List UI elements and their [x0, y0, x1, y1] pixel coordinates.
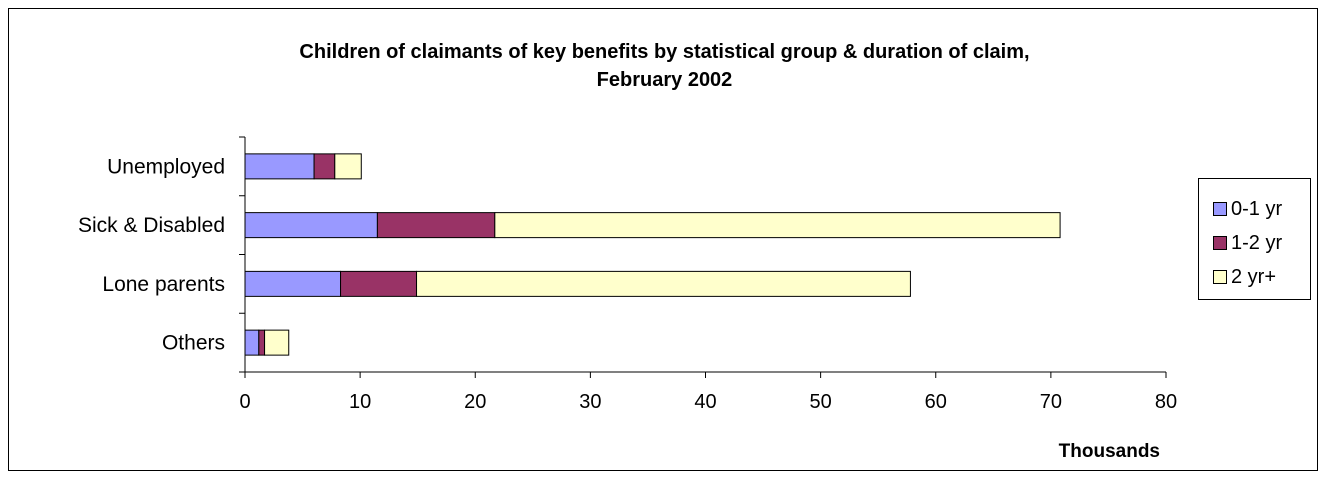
bar-segment: [244, 153, 315, 180]
legend: 0-1 yr 1-2 yr 2 yr+: [1198, 178, 1311, 300]
chart-title: Children of claimants of key benefits by…: [299, 41, 1030, 63]
legend-swatch: [1213, 270, 1227, 284]
chart-subtitle: February 2002: [596, 69, 733, 91]
legend-swatch: [1213, 236, 1227, 250]
x-tick-label: 70: [1040, 391, 1062, 413]
x-tick-label: 0: [239, 391, 250, 413]
legend-item-1-2yr: 1-2 yr: [1213, 231, 1282, 255]
x-tick-label: 80: [1155, 391, 1177, 413]
bar-segment: [244, 329, 260, 356]
bar-segment: [313, 153, 336, 180]
legend-swatch: [1213, 202, 1227, 216]
x-axis-label: Thousands: [1059, 441, 1160, 462]
x-tick-label: 50: [810, 391, 832, 413]
bar-segment: [244, 212, 378, 239]
x-tick-label: 40: [694, 391, 716, 413]
x-tick-label: 60: [925, 391, 947, 413]
y-category-label: Lone parents: [102, 273, 225, 296]
y-category-label: Sick & Disabled: [78, 214, 225, 237]
y-category-label: Unemployed: [107, 155, 225, 178]
bar-segment: [376, 212, 496, 239]
axes: [239, 136, 1167, 378]
bar-segment: [264, 329, 290, 356]
bar-segment: [340, 270, 418, 297]
legend-item-0-1yr: 0-1 yr: [1213, 197, 1282, 221]
bars: [244, 153, 1061, 356]
x-tick-label: 30: [579, 391, 601, 413]
chart-frame: [8, 8, 1318, 471]
legend-label: 0-1 yr: [1231, 197, 1283, 220]
bar-segment: [334, 153, 362, 180]
bar-segment: [258, 329, 266, 356]
x-tick-label: 20: [464, 391, 486, 413]
bar-segment: [494, 212, 1061, 239]
bar-segment: [416, 270, 911, 297]
legend-item-2yr-plus: 2 yr+: [1213, 265, 1276, 289]
x-tick-label: 10: [349, 391, 371, 413]
chart-title-block: Children of claimants of key benefits by…: [0, 38, 1329, 94]
legend-label: 2 yr+: [1231, 265, 1277, 288]
legend-label: 1-2 yr: [1231, 231, 1283, 254]
y-category-label: Others: [162, 332, 225, 355]
labels: 0 10 20 30 40 50 60 70 80 Unemployed Sick & Disabl…: [78, 155, 1177, 413]
bar-segment: [244, 270, 342, 297]
